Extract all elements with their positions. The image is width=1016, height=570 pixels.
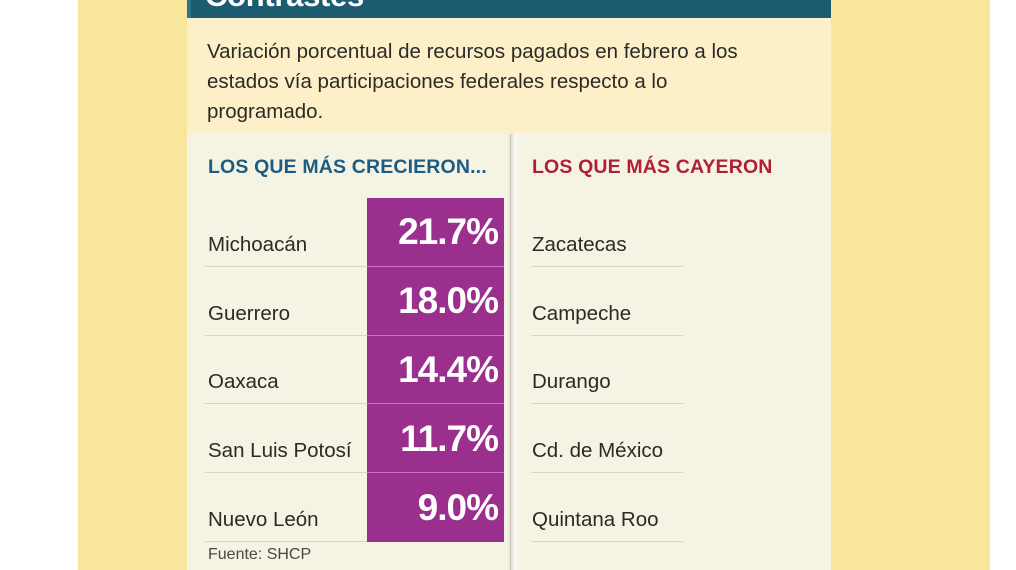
column-growth-value-stack: 21.7% 18.0% 14.4% 11.7% 9.0% <box>367 198 504 542</box>
state-label: Durango <box>532 370 611 394</box>
value-cell[interactable]: 18.0% <box>367 267 504 336</box>
value-text: 14.4% <box>398 348 499 390</box>
page-title: Contrastes <box>205 0 364 14</box>
column-growth-label-list: Michoacán Guerrero Oaxaca San Luis Potos… <box>195 198 507 542</box>
row-separator <box>205 334 367 336</box>
column-decline-label-list: Zacatecas Campeche Durango Cd. de México <box>521 198 827 542</box>
row-separator <box>531 472 683 474</box>
value-cell[interactable]: 14.4% <box>367 336 504 405</box>
description-band: Variación porcentual de recursos pagados… <box>187 18 831 134</box>
table-row[interactable]: Quintana Roo <box>521 473 827 542</box>
value-cell[interactable]: 9.0% <box>367 473 504 542</box>
row-separator <box>531 265 683 267</box>
state-label: Zacatecas <box>532 232 627 256</box>
source-note: Fuente: SHCP <box>208 546 312 563</box>
state-label: Campeche <box>532 301 632 325</box>
table-row[interactable]: Cd. de México <box>521 404 827 474</box>
table-row[interactable]: Michoacán <box>195 198 507 267</box>
column-growth-heading: LOS QUE MÁS CRECIERON... <box>208 156 487 178</box>
value-text: 21.7% <box>398 211 499 253</box>
table-row[interactable]: Oaxaca <box>195 336 507 405</box>
page-gutter-right <box>990 0 1016 570</box>
state-label: Guerrero <box>208 301 291 325</box>
state-label: Quintana Roo <box>532 507 659 531</box>
page-gutter-left <box>0 0 78 570</box>
column-decline: LOS QUE MÁS CAYERON Zacatecas Campeche D… <box>521 134 827 570</box>
table-row[interactable]: Durango <box>521 336 827 405</box>
table-row[interactable]: Zacatecas <box>521 198 827 267</box>
value-cell[interactable]: 11.7% <box>367 404 504 474</box>
row-separator <box>205 472 367 474</box>
state-label: Nuevo León <box>208 507 319 531</box>
row-separator <box>531 334 683 336</box>
column-growth: LOS QUE MÁS CRECIERON... Michoacán Guerr… <box>195 134 507 570</box>
column-divider-shadow <box>507 134 521 570</box>
state-label: Cd. de México <box>532 439 664 463</box>
value-text: 18.0% <box>398 280 499 322</box>
table-row[interactable]: San Luis Potosí <box>195 404 507 474</box>
comparison-table: LOS QUE MÁS CRECIERON... Michoacán Guerr… <box>187 134 831 570</box>
table-row[interactable]: Campeche <box>521 267 827 336</box>
row-separator <box>205 265 367 267</box>
value-text: 11.7% <box>400 417 499 459</box>
table-row[interactable]: Nuevo León <box>195 473 507 542</box>
state-label: San Luis Potosí <box>208 439 352 463</box>
row-separator <box>205 540 367 542</box>
row-separator <box>205 403 367 405</box>
title-bar: Contrastes <box>187 0 831 18</box>
state-label: Oaxaca <box>208 370 279 394</box>
row-separator <box>531 540 683 542</box>
value-cell[interactable]: 21.7% <box>367 198 504 267</box>
value-text: 9.0% <box>417 487 499 529</box>
row-separator <box>531 403 683 405</box>
description-text: Variación porcentual de recursos pagados… <box>207 40 738 123</box>
column-divider-line <box>510 134 511 570</box>
state-label: Michoacán <box>208 232 308 256</box>
infographic-card: Contrastes Variación porcentual de recur… <box>187 0 831 570</box>
column-decline-heading: LOS QUE MÁS CAYERON <box>532 156 773 178</box>
table-row[interactable]: Guerrero <box>195 267 507 336</box>
title-bar-accent-edge <box>187 0 191 18</box>
